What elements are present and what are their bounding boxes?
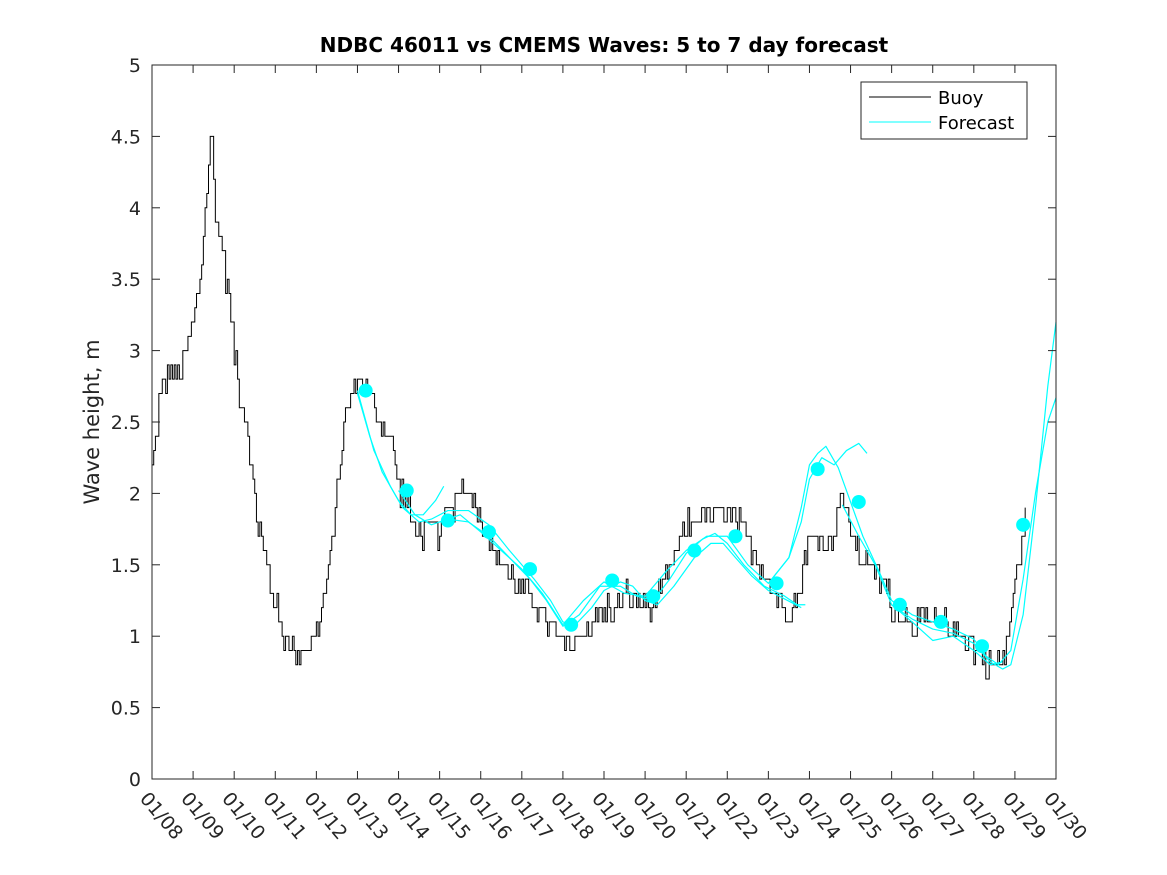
forecast-marker-7	[646, 589, 661, 604]
y-tick-label: 3	[129, 341, 141, 363]
forecast-marker-16	[1016, 517, 1031, 532]
forecast-marker-14	[933, 614, 948, 629]
y-tick-label: 1	[129, 626, 141, 648]
forecast-marker-12	[851, 494, 866, 509]
y-tick-label: 3.5	[111, 269, 141, 291]
y-tick-label: 1.5	[111, 555, 141, 577]
forecast-marker-1	[399, 483, 414, 498]
plot-content	[152, 135, 1057, 680]
forecast-run-line-1	[356, 390, 802, 626]
forecast-marker-10	[769, 576, 784, 591]
forecast-marker-4	[523, 562, 538, 577]
forecast-run-line-3	[439, 442, 868, 626]
forecast-marker-13	[892, 597, 907, 612]
y-tick-label: 2	[129, 483, 141, 505]
forecast-marker-11	[810, 462, 825, 477]
buoy-series-line	[152, 135, 1026, 680]
forecast-marker-6	[605, 573, 620, 588]
forecast-marker-3	[481, 524, 496, 539]
y-tick-label: 0	[129, 769, 141, 791]
y-tick-label: 2.5	[111, 412, 141, 434]
legend-buoy-label: Buoy	[938, 88, 984, 109]
forecast-marker-9	[728, 529, 743, 544]
forecast-marker-2	[440, 513, 455, 528]
y-axis-label: Wave height, m	[80, 339, 104, 504]
forecast-marker-8	[687, 543, 702, 558]
legend: Buoy Forecast	[860, 81, 1028, 140]
legend-forecast-label: Forecast	[938, 113, 1014, 134]
chart-title: NDBC 46011 vs CMEMS Waves: 5 to 7 day fo…	[320, 33, 889, 57]
y-tick-label: 4.5	[111, 126, 141, 148]
axes-box	[151, 64, 1057, 780]
forecast-run-line-5	[841, 321, 1057, 670]
legend-box	[860, 81, 1028, 140]
y-tick-label: 5	[129, 55, 141, 77]
y-tick-label: 0.5	[111, 698, 141, 720]
forecast-marker-15	[975, 639, 990, 654]
forecast-marker-0	[358, 383, 373, 398]
y-tick-label: 4	[129, 198, 141, 220]
forecast-marker-5	[564, 617, 579, 632]
plot-area	[152, 65, 1056, 779]
forecast-run-line-6	[891, 604, 1003, 666]
